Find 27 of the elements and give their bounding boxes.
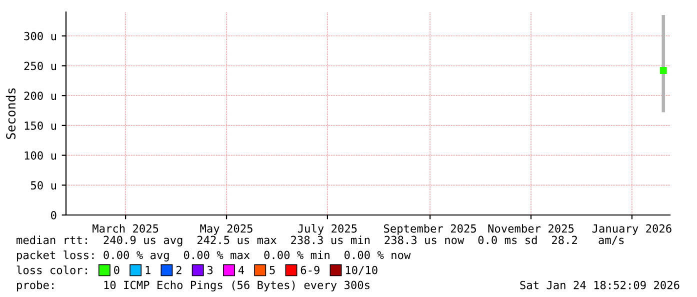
x-tick-label: May 2025 (200, 224, 252, 235)
legend-label: 0 (114, 266, 120, 274)
y-tick-label: 300 u (24, 32, 56, 40)
text: packet loss: 0.00 % avg 0.00 % max 0.00 % min 0.00 % now (17, 250, 411, 262)
y-tick-label: 150 u (24, 121, 56, 130)
text: probe: 10 ICMP Echo Pings (56 Bytes) every 300s (17, 280, 370, 292)
y-tick-label: 250 u (24, 62, 56, 70)
x-tick-label: September 2025 (384, 224, 476, 235)
x-tick-label: November 2025 (488, 224, 574, 233)
legend-label: 6-9 (300, 266, 320, 274)
text: Sat Jan 24 18:52:09 2026 (520, 280, 680, 290)
y-tick-label: 0 (51, 211, 56, 220)
y-tick-label: 200 u (24, 92, 56, 100)
legend-label: 3 (207, 266, 213, 274)
text: loss color: (16, 266, 87, 274)
y-axis-title: Seconds (6, 88, 16, 139)
legend-label: 1 (146, 266, 150, 274)
x-tick-label: July 2025 (298, 224, 357, 235)
legend-label: 4 (238, 266, 244, 274)
x-tick-label: March 2025 (92, 224, 158, 233)
y-tick-label: 50 u (30, 181, 56, 190)
y-tick-label: 100 u (24, 151, 56, 160)
legend-label: 2 (176, 266, 182, 274)
x-tick-label: January 2026 (592, 224, 672, 235)
legend-label: 5 (270, 266, 275, 274)
text: median rtt: 240.9 us avg 242.5 us max 238.3 us min 238.3 us now 0.0 ms sd 28.2 am/s (16, 236, 624, 246)
legend-label: 10/10 (346, 266, 378, 276)
